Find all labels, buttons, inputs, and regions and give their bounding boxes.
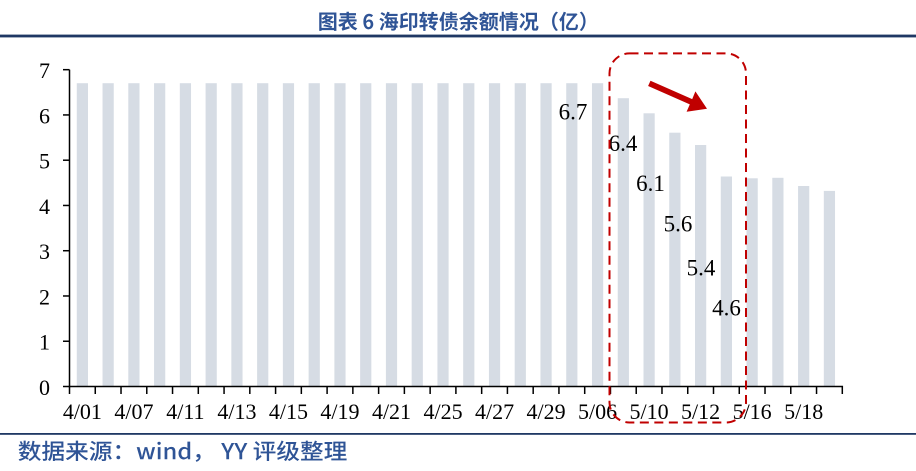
svg-text:2: 2 <box>39 284 50 309</box>
svg-text:4: 4 <box>39 194 50 219</box>
svg-text:5/12: 5/12 <box>681 399 720 424</box>
svg-text:7: 7 <box>39 58 50 83</box>
svg-text:4/11: 4/11 <box>166 399 204 424</box>
svg-text:4/15: 4/15 <box>269 399 308 424</box>
svg-text:1: 1 <box>39 330 50 355</box>
svg-text:4/29: 4/29 <box>526 399 565 424</box>
svg-text:4/07: 4/07 <box>114 399 153 424</box>
svg-text:5.4: 5.4 <box>687 255 716 280</box>
svg-text:5.6: 5.6 <box>664 211 693 236</box>
svg-text:5: 5 <box>39 149 50 174</box>
svg-text:4/21: 4/21 <box>372 399 411 424</box>
svg-text:4/13: 4/13 <box>217 399 256 424</box>
svg-text:6.4: 6.4 <box>609 131 638 156</box>
svg-text:4/27: 4/27 <box>475 399 514 424</box>
svg-text:4/25: 4/25 <box>423 399 462 424</box>
svg-text:5/16: 5/16 <box>733 399 772 424</box>
svg-text:3: 3 <box>39 239 50 264</box>
svg-text:0: 0 <box>39 375 50 400</box>
svg-text:5/18: 5/18 <box>784 399 823 424</box>
svg-text:5/10: 5/10 <box>630 399 669 424</box>
svg-text:4/19: 4/19 <box>320 399 359 424</box>
svg-text:6.1: 6.1 <box>636 171 665 196</box>
svg-text:5/06: 5/06 <box>578 399 617 424</box>
svg-text:4.6: 4.6 <box>712 295 741 320</box>
svg-text:4/01: 4/01 <box>63 399 102 424</box>
svg-text:6: 6 <box>39 103 50 128</box>
svg-text:6.7: 6.7 <box>559 99 588 124</box>
